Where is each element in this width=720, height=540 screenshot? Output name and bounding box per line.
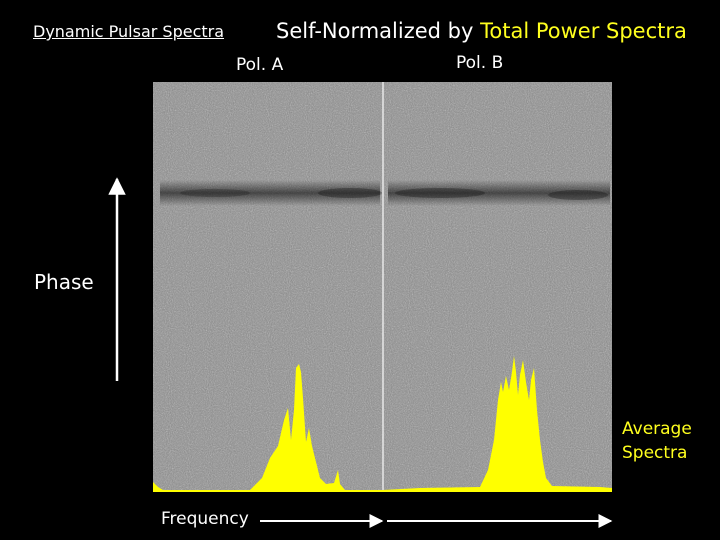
pulse-band-b [388, 180, 610, 206]
average-spectrum-b [383, 356, 612, 492]
average-label-line2: Spectra [622, 443, 688, 463]
average-label-line1: Average [622, 419, 692, 439]
title-highlight: Total Power Spectra [480, 19, 687, 43]
pol-b-label: Pol. B [456, 53, 504, 73]
title-prefix: Self-Normalized by [276, 19, 481, 43]
subtitle: Dynamic Pulsar Spectra [33, 22, 225, 41]
pol-a-label: Pol. A [236, 55, 284, 75]
spectrum-image [153, 82, 612, 492]
frequency-axis-label: Frequency [161, 509, 249, 529]
page-title: Self-Normalized by Total Power Spectra [276, 21, 687, 42]
average-spectrum-a [153, 364, 383, 492]
phase-axis-label: Phase [34, 270, 94, 294]
average-spectra-label: Average Spectra [622, 417, 712, 465]
average-spectra-overlay [153, 356, 612, 492]
pulse-band-a [160, 180, 380, 206]
